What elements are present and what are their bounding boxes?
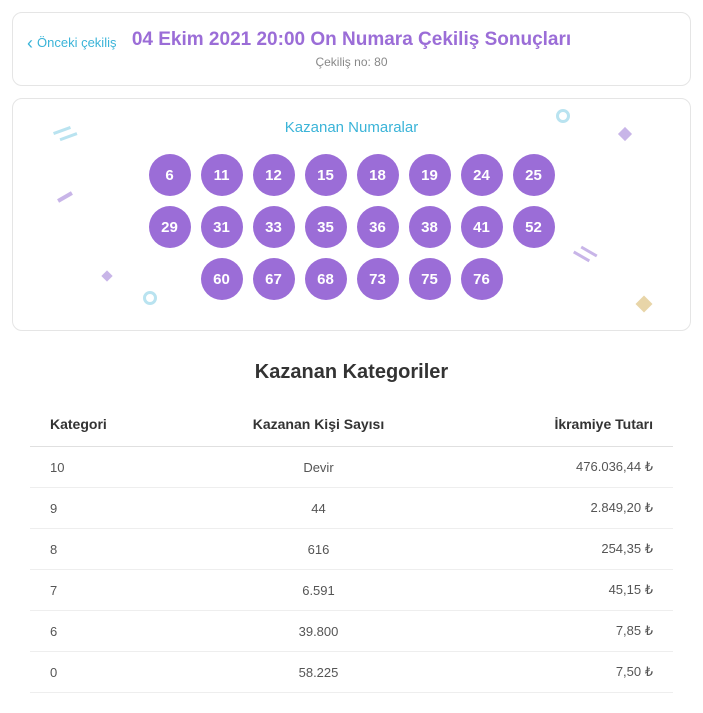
cell-prize: 7,85 ₺ [454, 611, 673, 652]
previous-draw-link[interactable]: Önceki çekiliş [27, 35, 116, 50]
table-row: 058.2257,50 ₺ [30, 652, 673, 693]
number-ball: 6 [149, 154, 191, 196]
table-row: 639.8007,85 ₺ [30, 611, 673, 652]
number-ball: 12 [253, 154, 295, 196]
ball-row: 2931333536384152 [149, 206, 555, 248]
number-ball: 11 [201, 154, 243, 196]
cell-category: 8 [30, 529, 183, 570]
cell-category: 0 [30, 652, 183, 693]
cell-prize: 7,50 ₺ [454, 652, 673, 693]
table-row: 10Devir476.036,44 ₺ [30, 447, 673, 488]
number-ball: 73 [357, 258, 399, 300]
header-card: Önceki çekiliş 04 Ekim 2021 20:00 On Num… [12, 12, 691, 86]
number-ball: 15 [305, 154, 347, 196]
number-ball: 36 [357, 206, 399, 248]
number-ball: 52 [513, 206, 555, 248]
cell-prize: 254,35 ₺ [454, 529, 673, 570]
number-ball: 67 [253, 258, 295, 300]
number-ball: 41 [461, 206, 503, 248]
number-ball: 19 [409, 154, 451, 196]
categories-title: Kazanan Kategoriler [0, 361, 703, 384]
cell-winners: 58.225 [183, 652, 454, 693]
cell-winners: 616 [183, 529, 454, 570]
table-row: 8616254,35 ₺ [30, 529, 673, 570]
number-ball: 29 [149, 206, 191, 248]
number-ball: 38 [409, 206, 451, 248]
col-category: Kategori [30, 402, 183, 447]
number-ball: 18 [357, 154, 399, 196]
number-ball: 76 [461, 258, 503, 300]
number-ball: 24 [461, 154, 503, 196]
number-ball: 25 [513, 154, 555, 196]
ball-row: 611121518192425 [149, 154, 555, 196]
draw-number: Çekiliş no: 80 [33, 55, 670, 69]
cell-winners: 44 [183, 488, 454, 529]
cell-category: 6 [30, 611, 183, 652]
number-ball: 68 [305, 258, 347, 300]
cell-category: 10 [30, 447, 183, 488]
cell-winners: Devir [183, 447, 454, 488]
page-title: 04 Ekim 2021 20:00 On Numara Çekiliş Son… [33, 29, 670, 51]
cell-category: 9 [30, 488, 183, 529]
categories-table: Kategori Kazanan Kişi Sayısı İkramiye Tu… [30, 402, 673, 693]
ball-row: 606768737576 [201, 258, 503, 300]
winning-numbers-title: Kazanan Numaralar [53, 119, 650, 136]
categories-table-wrap: Kategori Kazanan Kişi Sayısı İkramiye Tu… [30, 402, 673, 693]
col-prize: İkramiye Tutarı [454, 402, 673, 447]
number-ball: 31 [201, 206, 243, 248]
number-ball: 35 [305, 206, 347, 248]
number-ball: 75 [409, 258, 451, 300]
col-winners: Kazanan Kişi Sayısı [183, 402, 454, 447]
cell-prize: 476.036,44 ₺ [454, 447, 673, 488]
balls-container: 6111215181924252931333536384152606768737… [53, 154, 650, 300]
table-row: 9442.849,20 ₺ [30, 488, 673, 529]
number-ball: 33 [253, 206, 295, 248]
cell-winners: 6.591 [183, 570, 454, 611]
table-header-row: Kategori Kazanan Kişi Sayısı İkramiye Tu… [30, 402, 673, 447]
cell-category: 7 [30, 570, 183, 611]
cell-prize: 45,15 ₺ [454, 570, 673, 611]
cell-winners: 39.800 [183, 611, 454, 652]
cell-prize: 2.849,20 ₺ [454, 488, 673, 529]
winning-numbers-card: Kazanan Numaralar 6111215181924252931333… [12, 98, 691, 331]
number-ball: 60 [201, 258, 243, 300]
previous-draw-label: Önceki çekiliş [37, 35, 116, 50]
table-row: 76.59145,15 ₺ [30, 570, 673, 611]
